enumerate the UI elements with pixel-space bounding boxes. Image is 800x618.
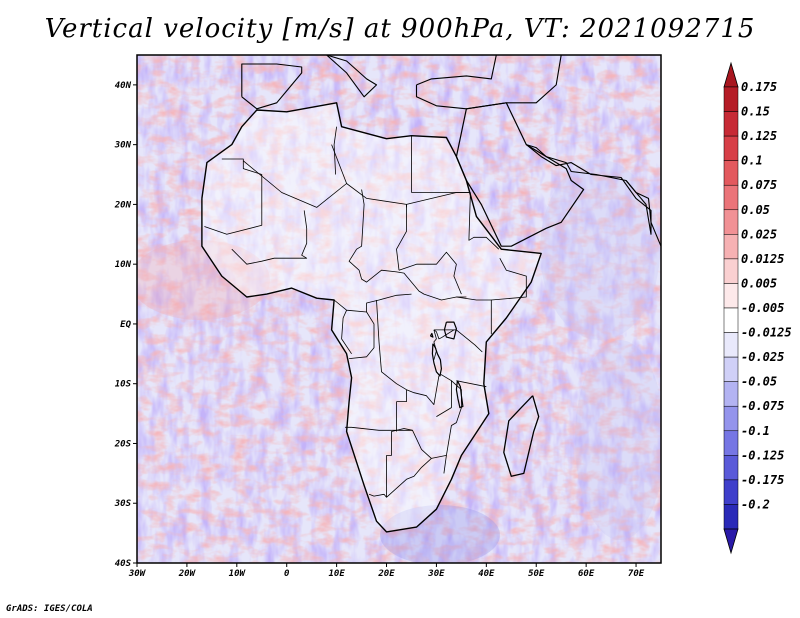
country-border — [396, 204, 407, 271]
colorbar-label: -0.005 — [741, 301, 784, 315]
country-border — [348, 189, 467, 301]
colorbar-label: 0.175 — [741, 80, 777, 94]
lon-tick-label: 70E — [628, 569, 645, 579]
colorbar-label: 0.15 — [741, 105, 770, 119]
colorbar-swatch — [723, 455, 739, 481]
colorbar-label: 0.05 — [741, 203, 770, 217]
lake-outline — [429, 332, 434, 338]
colorbar-label: -0.05 — [741, 375, 777, 389]
colorbar-swatch — [723, 479, 739, 505]
madagascar-coastline — [503, 395, 540, 477]
lat-tick-label: 10S — [115, 380, 132, 390]
colorbar-label: 0.1 — [741, 154, 763, 168]
colorbar-bottom-cap — [723, 528, 739, 555]
country-border — [333, 126, 337, 175]
colorbar-label: 0.125 — [741, 129, 777, 143]
lake-outline — [443, 321, 457, 340]
country-border — [398, 251, 462, 295]
lon-tick-label: 50E — [528, 569, 545, 579]
colorbar-swatch — [723, 184, 739, 211]
lat-tick-label: 40N — [115, 81, 132, 91]
velocity-field — [137, 55, 661, 563]
colorbar-swatch — [723, 504, 739, 530]
colorbar-swatch — [723, 135, 739, 161]
colorbar-label: -0.175 — [741, 473, 784, 487]
country-border — [456, 296, 492, 335]
country-border — [231, 210, 308, 265]
colorbar-label: -0.075 — [741, 399, 784, 413]
lon-tick-label: 30W — [128, 569, 147, 579]
colorbar-swatch — [723, 234, 739, 260]
colorbar-swatch — [723, 258, 739, 284]
country-border — [491, 258, 527, 301]
lat-tick-label: 20N — [114, 200, 132, 210]
colorbar-label: -0.025 — [741, 350, 784, 364]
colorbar-swatch — [723, 381, 739, 407]
longitude-axis: 30W 20W 10W 0 10E 20E 30E 40E 50E 60E 70E — [128, 563, 645, 579]
country-border — [341, 310, 352, 355]
colorbar-swatch — [723, 430, 739, 456]
colorbar-label: 0.025 — [741, 227, 777, 241]
colorbar-label: 0.0125 — [741, 252, 784, 266]
coastlines-and-borders — [201, 55, 661, 533]
colorbar-swatch — [723, 405, 739, 432]
lake-outline — [455, 380, 464, 409]
lon-tick-label: 60E — [578, 569, 595, 579]
country-border — [468, 192, 500, 250]
lon-tick-label: 20W — [178, 569, 197, 579]
colorbar-swatch — [723, 111, 739, 137]
country-border — [349, 311, 375, 359]
country-border — [386, 428, 447, 474]
lat-tick-label: 30N — [114, 141, 132, 151]
country-border — [406, 192, 469, 205]
lat-tick-label: 30S — [114, 499, 132, 509]
lon-tick-label: 40E — [478, 569, 495, 579]
colorbar-swatch — [723, 307, 739, 333]
colorbar-label: -0.1 — [741, 424, 770, 438]
colorbar-swatch — [723, 160, 739, 186]
lat-tick-label: 10N — [115, 260, 132, 270]
colorbar-swatch — [723, 283, 739, 309]
map-title: Vertical velocity [m/s] at 900hPa, VT: 2… — [44, 14, 756, 44]
lon-tick-label: 10W — [229, 569, 247, 579]
country-border — [396, 389, 407, 403]
colorbar-label: -0.2 — [741, 497, 770, 511]
country-border — [368, 455, 387, 498]
india-coastline — [625, 180, 661, 247]
colorbar-label: 0.005 — [741, 276, 777, 290]
africa-coastline — [201, 102, 542, 533]
grads-credit: GrADS: IGES/COLA — [6, 604, 93, 614]
country-border — [386, 458, 432, 498]
italy-coastline — [326, 55, 378, 98]
country-border — [433, 329, 437, 360]
lon-tick-label: 0 — [284, 569, 290, 579]
colorbar-swatch — [723, 86, 739, 112]
colorbar-label: -0.125 — [741, 448, 784, 462]
colorbar: 0.175 0.15 0.125 0.1 0.075 0.05 0.025 0.0125 0.0… — [723, 61, 792, 555]
colorbar-label: -0.0125 — [741, 326, 792, 340]
lon-tick-label: 20E — [377, 569, 395, 579]
lon-tick-label: 10E — [328, 569, 345, 579]
lake-outline — [431, 343, 442, 377]
lat-tick-label: 20S — [114, 439, 132, 449]
colorbar-label: 0.075 — [741, 178, 777, 192]
lat-tick-label: 40S — [115, 559, 132, 569]
iberia-coastline — [241, 63, 303, 110]
map-frame — [136, 54, 662, 564]
colorbar-swatch — [723, 356, 739, 382]
country-border — [204, 158, 263, 235]
lon-tick-label: 30E — [427, 569, 445, 579]
colorbar-top-cap — [723, 61, 739, 88]
latitude-axis: 40N 30N 20N 10N EQ 10S 20S 30S 40S — [114, 81, 137, 569]
turkey-coastline — [415, 55, 562, 110]
colorbar-swatch — [723, 209, 739, 235]
lat-tick-label: EQ — [120, 320, 131, 330]
country-border — [345, 426, 413, 431]
iran-coastline — [525, 144, 652, 235]
country-border — [456, 380, 487, 388]
colorbar-swatch — [723, 332, 739, 358]
